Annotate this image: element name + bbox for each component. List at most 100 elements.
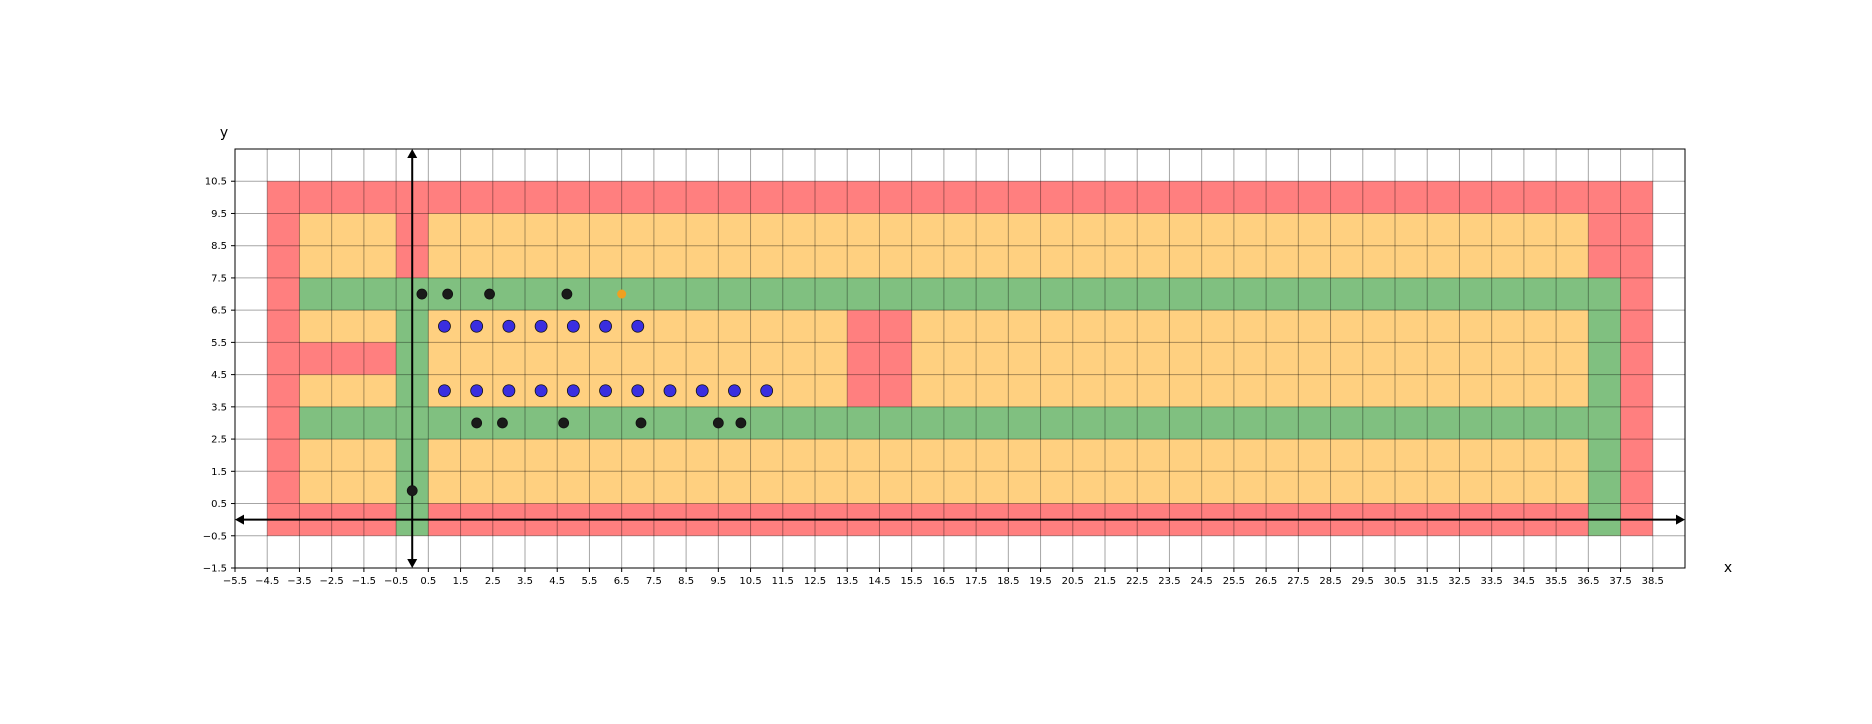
y-tick-label: 7.5 [211,273,227,284]
x-tick-label: −3.5 [287,576,311,587]
region-wall [299,342,397,375]
point-black [635,417,647,429]
point-blue [470,384,484,398]
plot-frame [234,148,1686,569]
x-tick-label: 9.5 [710,576,726,587]
y-axis-arrow-down [407,559,418,568]
x-tick-label: 37.5 [1609,576,1631,587]
x-tick-label: −5.5 [223,576,247,587]
y-tick-label: 4.5 [211,370,227,381]
point-blue [566,319,580,333]
x-tick-label: 31.5 [1416,576,1438,587]
point-black [561,288,573,300]
region-wall [847,310,912,407]
point-black [712,417,724,429]
y-tick-label: 1.5 [211,467,227,478]
point-blue [502,384,516,398]
x-tick-label: 13.5 [836,576,858,587]
x-tick-label: 16.5 [933,576,955,587]
x-tick-labels: −5.5 −4.5 −3.5 −2.5 −1.5 −0.5 0.5 1.5 2.5 3.5 4.5 5… [223,568,1664,587]
x-tick-label: 33.5 [1481,576,1503,587]
point-black [558,417,570,429]
x-tick-label: 14.5 [868,576,890,587]
y-tick-labels: −1.5 −0.5 0.5 1.5 2.5 3.5 4.5 5.5 6.5 7.5 8.5 9.5 10… [203,177,235,575]
point-black [416,288,428,300]
x-tick-label: 7.5 [646,576,662,587]
point-blue [695,384,709,398]
x-tick-label: 27.5 [1287,576,1309,587]
x-tick-label: 17.5 [965,576,987,587]
y-tick-label: −0.5 [203,531,227,542]
y-axis-arrow-up [407,149,418,158]
point-blue [663,384,677,398]
x-tick-label: 29.5 [1352,576,1374,587]
x-tick-label: −4.5 [255,576,279,587]
y-tick-label: 3.5 [211,402,227,413]
point-blue [760,384,774,398]
x-tick-label: 36.5 [1577,576,1599,587]
x-tick-label: 10.5 [739,576,761,587]
x-tick-label: 12.5 [804,576,826,587]
x-tick-label: −2.5 [320,576,344,587]
x-tick-label: 26.5 [1255,576,1277,587]
point-black [442,288,454,300]
point-blue [728,384,741,398]
x-axis-arrow-left [235,514,244,525]
point-blue [502,319,516,333]
x-tick-label: −1.5 [352,576,376,587]
x-tick-label: 18.5 [997,576,1019,587]
y-tick-label: −1.5 [203,564,227,575]
region-lane [1588,277,1621,536]
map-regions [267,181,1653,536]
x-tick-label: 30.5 [1384,576,1406,587]
point-blue [599,384,612,398]
point-blue [631,319,645,333]
data-points [406,288,774,497]
point-blue [599,319,612,333]
point-black [497,417,508,429]
x-tick-label: 11.5 [772,576,794,587]
region-lane [299,406,1589,440]
x-axis-label: x [1724,560,1732,576]
point-blue [534,384,548,398]
point-black [484,288,495,300]
y-tick-label: 2.5 [211,435,227,446]
region-lane [299,277,1621,311]
point-black [406,485,418,497]
x-tick-label: 35.5 [1545,576,1567,587]
point-blue [566,384,580,398]
x-tick-label: 22.5 [1126,576,1148,587]
x-tick-label: 5.5 [581,576,597,587]
x-tick-label: 19.5 [1029,576,1051,587]
y-tick-label: 5.5 [211,338,227,349]
x-tick-label: 32.5 [1448,576,1470,587]
x-tick-label: 15.5 [901,576,923,587]
x-tick-label: 23.5 [1158,576,1180,587]
x-tick-label: 3.5 [517,576,533,587]
x-tick-label: 20.5 [1062,576,1084,587]
point-blue [438,319,451,333]
x-tick-label: 6.5 [614,576,630,587]
x-tick-label: 34.5 [1513,576,1535,587]
x-tick-label: 24.5 [1191,576,1213,587]
y-tick-label: 6.5 [211,306,227,317]
x-tick-label: 8.5 [678,576,694,587]
x-tick-label: 4.5 [549,576,565,587]
point-blue [470,319,484,333]
y-tick-label: 0.5 [211,499,227,510]
y-axis-label: y [220,125,228,141]
x-tick-label: 0.5 [420,576,436,587]
x-axis-arrow-right [1676,514,1685,525]
point-orange [617,289,627,299]
x-tick-label: 25.5 [1223,576,1245,587]
y-tick-label: 9.5 [211,209,227,220]
point-black [735,417,747,429]
x-tick-label: 2.5 [485,576,501,587]
y-tick-label: 10.5 [205,177,227,188]
grid-lines [234,149,1685,569]
x-tick-label: 38.5 [1642,576,1664,587]
point-blue [631,384,645,398]
point-blue [534,319,548,333]
